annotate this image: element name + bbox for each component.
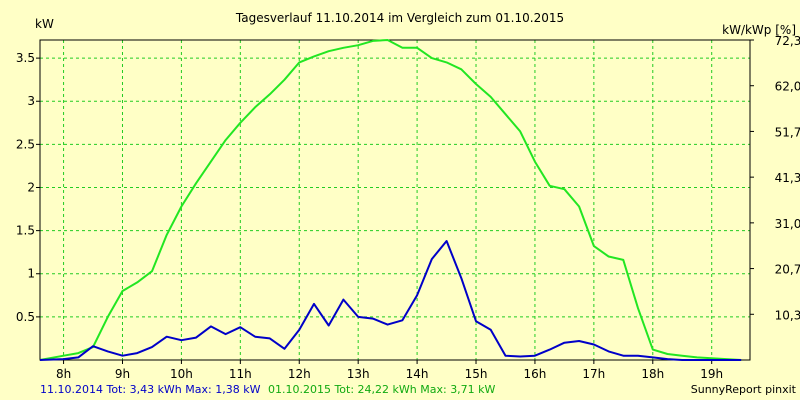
x-tick-label: 12h bbox=[288, 367, 311, 381]
chart-title: Tagesverlauf 11.10.2014 im Vergleich zum… bbox=[235, 11, 564, 25]
x-tick-label: 14h bbox=[406, 367, 429, 381]
footer-green-text: 01.10.2015 Tot: 24,22 kWh Max: 3,71 kW bbox=[268, 383, 496, 396]
y-left-tick-label: 3 bbox=[27, 94, 35, 108]
series-lines bbox=[39, 39, 742, 361]
plot-frame bbox=[39, 39, 751, 361]
x-tick-label: 19h bbox=[700, 367, 723, 381]
y-left-tick-label: 2.5 bbox=[16, 137, 35, 151]
y-left-tick-label: 3.5 bbox=[16, 51, 35, 65]
x-tick-label: 11h bbox=[229, 367, 252, 381]
x-tick-label: 15h bbox=[465, 367, 488, 381]
x-tick-label: 16h bbox=[524, 367, 547, 381]
y-right-tick-label: 41,3 bbox=[775, 171, 800, 185]
footer-series-1-summary: 11.10.2014 Tot: 3,43 kWh Max: 1,38 kW 01… bbox=[40, 383, 496, 396]
series-line-1 bbox=[39, 240, 742, 361]
x-tick-label: 9h bbox=[115, 367, 130, 381]
x-tick-label: 10h bbox=[170, 367, 193, 381]
x-tick-label: 18h bbox=[641, 367, 664, 381]
x-tick-label: 17h bbox=[582, 367, 605, 381]
footer-blue-text: 11.10.2014 Tot: 3,43 kWh Max: 1,38 kW bbox=[40, 383, 261, 396]
y-right-tick-label: 31,0 bbox=[775, 217, 800, 231]
series-line-2 bbox=[39, 39, 742, 361]
grid-lines bbox=[40, 40, 750, 360]
x-tick-label: 13h bbox=[347, 367, 370, 381]
y-right-tick-label: 72,3 bbox=[775, 34, 800, 48]
x-tick-label: 8h bbox=[56, 367, 71, 381]
y-axis-right-label: kW/kWp [%] bbox=[722, 23, 796, 37]
y-right-tick-label: 10,3 bbox=[775, 308, 800, 322]
y-left-tick-label: 2 bbox=[27, 180, 35, 194]
y-right-tick-label: 20,7 bbox=[775, 263, 800, 277]
axis-ticks: 8h 9h 10h 11h 12h 13h 14h 15h 16h 17h 18h 19h 0.5 1 1.… bbox=[16, 34, 800, 381]
y-right-tick-label: 51,7 bbox=[775, 125, 800, 139]
y-right-tick-label: 62,0 bbox=[775, 80, 800, 94]
y-axis-left-label: kW bbox=[35, 17, 54, 31]
y-left-tick-label: 0.5 bbox=[16, 310, 35, 324]
y-left-tick-label: 1.5 bbox=[16, 224, 35, 238]
y-left-tick-label: 1 bbox=[27, 267, 35, 281]
footer-credit: SunnyReport pinxit bbox=[691, 383, 797, 396]
